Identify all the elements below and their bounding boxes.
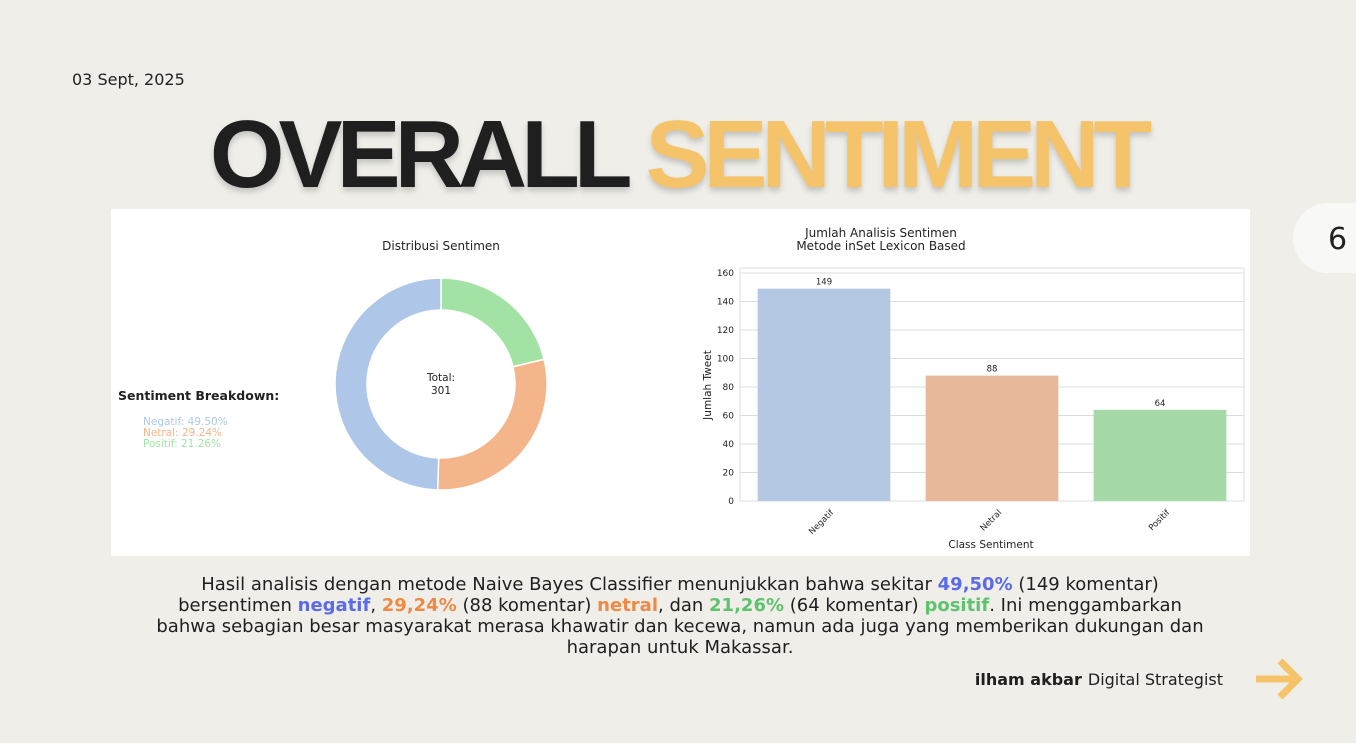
donut-center-label: Total:	[426, 372, 455, 384]
author-name: ilham akbar	[974, 670, 1082, 689]
x-tick-label: Negatif	[807, 507, 837, 537]
slide-title: OVERALL SENTIMENT	[0, 105, 1356, 205]
bar-chart: Jumlah Analisis Sentimen Metode inSet Le…	[702, 226, 1245, 551]
donut-title: Distribusi Sentimen	[382, 239, 500, 253]
summary-netral-percent: 29,24%	[381, 595, 457, 616]
bar-netral	[925, 375, 1059, 501]
bar-positif	[1093, 409, 1227, 501]
page-number: 6	[1328, 222, 1348, 257]
breakdown-negatif: Negatif: 49.50%	[143, 416, 228, 428]
summary-part: (88 komentar)	[456, 595, 598, 616]
slide-date: 03 Sept, 2025	[72, 70, 185, 89]
breakdown-netral: Netral: 29.24%	[143, 427, 222, 439]
arrow-right-icon[interactable]	[1254, 657, 1304, 701]
breakdown-positif: Positif: 21.26%	[143, 438, 221, 450]
y-tick-label: 0	[728, 497, 734, 507]
y-tick-label: 100	[717, 355, 734, 365]
y-axis-label: Jumlah Tweet	[702, 350, 714, 421]
chart-panel: Distribusi Sentimen Total: 301 Sentiment…	[111, 209, 1250, 556]
title-part-2: SENTIMENT	[645, 101, 1152, 208]
y-tick-label: 40	[723, 440, 735, 450]
x-tick-label: Netral	[979, 508, 1004, 533]
author-role: Digital Strategist	[1087, 670, 1223, 689]
summary-part: (64 komentar)	[784, 595, 925, 616]
bars: 149 88 64	[757, 278, 1227, 501]
x-tick-label: Positif	[1147, 507, 1173, 533]
bar-title-line-1: Jumlah Analisis Sentimen	[804, 226, 957, 240]
summary-positif-percent: 21,26%	[709, 595, 785, 616]
donut-chart: Distribusi Sentimen Total: 301 Sentiment…	[118, 239, 548, 491]
y-tick-label: 20	[723, 469, 735, 479]
donut-slice-negatif	[334, 277, 442, 491]
summary-negatif-word: negatif	[297, 595, 371, 616]
y-tick-label: 140	[717, 298, 734, 308]
y-tick-label: 60	[723, 412, 735, 422]
summary-part: ,	[370, 595, 382, 616]
y-tick-label: 160	[717, 269, 734, 279]
charts-svg: Distribusi Sentimen Total: 301 Sentiment…	[118, 226, 1245, 551]
y-tick-label: 80	[723, 383, 735, 393]
y-tick-label: 120	[717, 326, 734, 336]
x-ticks: Negatif Netral Positif	[807, 507, 1173, 537]
donut-center-value: 301	[431, 385, 451, 397]
summary-part: , dan	[658, 595, 710, 616]
bar-value-label: 149	[816, 278, 832, 288]
summary-part: . Ini menggambarkan bahwa sebagian besar…	[156, 595, 1204, 658]
bar-negatif	[757, 288, 891, 501]
donut-slice-positif	[440, 277, 545, 368]
summary-part: Hasil analisis dengan metode Naive Bayes…	[201, 574, 938, 595]
bar-value-label: 64	[1155, 399, 1166, 409]
breakdown-title: Sentiment Breakdown:	[118, 388, 279, 403]
page-number-tab	[1293, 203, 1356, 273]
summary-part: (149 komentar) bersentimen	[178, 574, 1159, 616]
x-axis-label: Class Sentiment	[948, 539, 1033, 551]
footer-credit: ilham akbar Digital Strategist	[975, 670, 1223, 689]
summary-negatif-percent: 49,50%	[937, 574, 1013, 595]
title-part-1: OVERALL	[209, 101, 631, 208]
summary-text: Hasil analisis dengan metode Naive Bayes…	[150, 574, 1210, 658]
summary-positif-word: positif	[924, 595, 990, 616]
y-ticks: 0 20 40 60 80 100 120 140 160	[717, 269, 734, 507]
bar-title-line-2: Metode inSet Lexicon Based	[796, 239, 965, 253]
bar-value-label: 88	[987, 365, 998, 375]
donut-slices	[334, 277, 548, 491]
summary-netral-word: netral	[597, 595, 658, 616]
